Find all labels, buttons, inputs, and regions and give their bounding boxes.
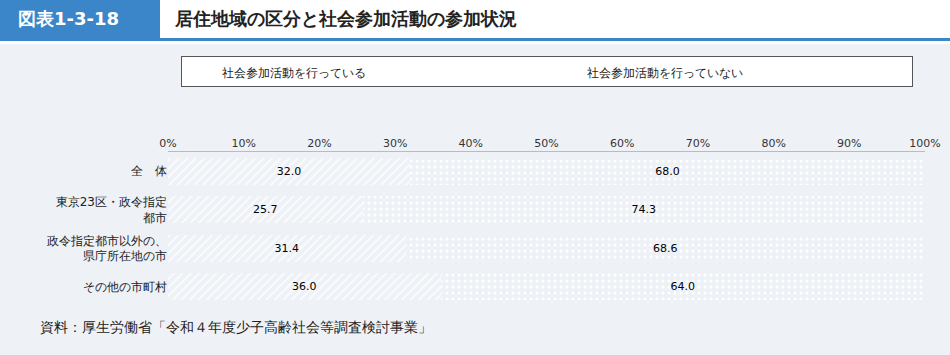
html-text:図表1-3-18: 図表1-3-18 — [18, 8, 119, 29]
svg-text:74.3: 74.3 — [632, 203, 657, 216]
svg-text:20%: 20% — [307, 137, 331, 150]
svg-text:10%: 10% — [231, 137, 255, 150]
svg-text:68.0: 68.0 — [655, 165, 680, 178]
svg-text:政令指定都市以外の、県庁所在地の市: 政令指定都市以外の、県庁所在地の市 — [47, 234, 167, 264]
svg-text:36.0: 36.0 — [292, 280, 317, 293]
svg-text:90%: 90% — [837, 137, 861, 150]
html-text:居住地域の区分と社会参加活動の参加状況: 居住地域の区分と社会参加活動の参加状況 — [175, 8, 517, 29]
svg-text:60%: 60% — [610, 137, 634, 150]
svg-text:全 体: 全 体 — [131, 164, 167, 178]
svg-text:30%: 30% — [383, 137, 407, 150]
svg-text:その他の市町村: その他の市町村 — [83, 280, 167, 294]
svg-text:80%: 80% — [761, 137, 785, 150]
svg-text:70%: 70% — [686, 137, 710, 150]
svg-text:0%: 0% — [159, 137, 176, 150]
svg-text:32.0: 32.0 — [277, 165, 302, 178]
svg-text:東京23区・政令指定都市: 東京23区・政令指定都市 — [56, 195, 167, 225]
svg-text:68.6: 68.6 — [653, 242, 678, 255]
svg-text:社会参加活動を行っている: 社会参加活動を行っている — [222, 66, 366, 80]
svg-text:100%: 100% — [909, 137, 940, 150]
html-text:資料：厚生労働省「令和４年度少子高齢社会等調査検討事業」: 資料：厚生労働省「令和４年度少子高齢社会等調査検討事業」 — [40, 319, 432, 335]
svg-text:31.4: 31.4 — [275, 242, 300, 255]
svg-text:64.0: 64.0 — [671, 280, 696, 293]
svg-text:40%: 40% — [459, 137, 483, 150]
svg-text:50%: 50% — [534, 137, 558, 150]
svg-text:25.7: 25.7 — [253, 203, 278, 216]
svg-text:社会参加活動を行っていない: 社会参加活動を行っていない — [587, 66, 743, 80]
